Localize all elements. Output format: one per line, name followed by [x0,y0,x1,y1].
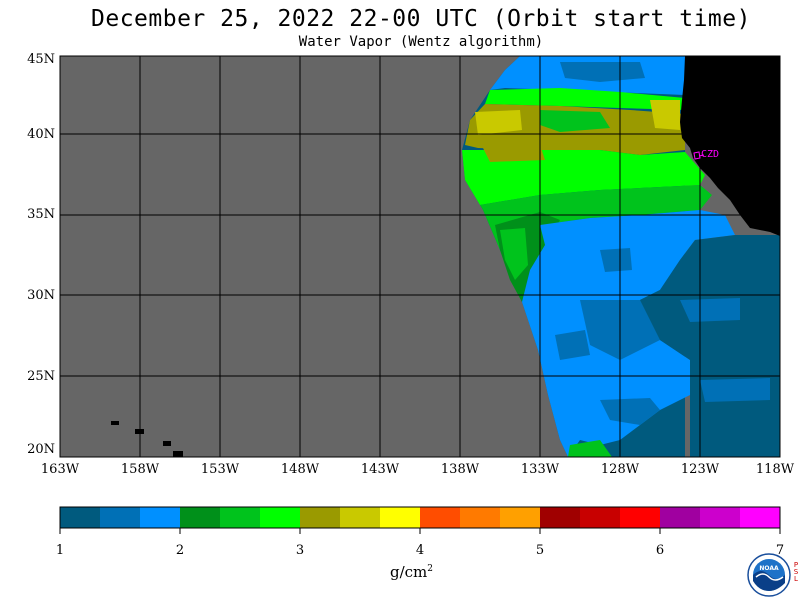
map-title: December 25, 2022 22-00 UTC (Orbit start… [91,6,751,32]
colorbar-tick-3: 3 [295,543,305,558]
lon-label-163w: 163W [40,462,80,477]
lon-label-158w: 158W [120,462,160,477]
logo-text: NOAA [759,565,779,572]
colorbar-tick-2: 2 [175,543,185,558]
swath-yellow-patch [475,110,522,135]
lon-label-148w: 148W [280,462,320,477]
swath-green-south-patch [568,440,612,457]
swath-mid-blue-south [600,398,660,425]
unit-exponent: 2 [427,564,434,574]
colorbar-swatch [740,507,781,528]
lon-label-128w: 128W [600,462,640,477]
colorbar [59,506,781,534]
swath-darkblue-east [640,235,780,457]
swath-olive-mid [480,142,545,162]
lat-label-25n: 25N [27,369,55,384]
colorbar-swatch [700,507,741,528]
noaa-logo: NOAA [747,553,791,597]
swath-green-band-3 [480,185,712,250]
colorbar-swatch [60,507,101,528]
colorbar-swatch [180,507,221,528]
lat-label-20n: 20N [27,442,55,457]
plot-frame [59,55,781,458]
swath-blue-east-streak [680,298,740,322]
map-subtitle: Water Vapor (Wentz algorithm) [298,34,544,50]
colorbar-swatch [500,507,541,528]
colorbar-swatch [300,507,341,528]
psl-side-label: P S L [792,562,800,583]
colorbar-tick-4: 4 [415,543,425,558]
colorbar-swatch [100,507,141,528]
colorbar-tick-5: 5 [535,543,545,558]
colorbar-swatch [460,507,501,528]
colorbar-swatch [260,507,301,528]
station-marker: CZD [693,149,719,160]
psl-letter-s: S [793,568,799,576]
lon-label-138w: 138W [440,462,480,477]
colorbar-unit: g/cm2 [390,563,433,581]
swath-mid-blue-patch-2 [555,330,590,360]
swath-darkblue-north [560,62,645,82]
lon-label-133w: 133W [520,462,560,477]
colorbar-swatch [540,507,581,528]
colorbar-tick-7: 7 [775,543,785,558]
colorbar-swatch [140,507,181,528]
swath-yellow-patch-2 [650,100,680,130]
lat-label-40n: 40N [27,127,55,142]
swath-green-mid [540,110,610,132]
swath-blue-east-streak-2 [700,378,770,402]
land-north-america [680,56,780,236]
unit-base: g/cm [390,563,428,581]
lat-label-30n: 30N [27,288,55,303]
colorbar-tick-1: 1 [55,543,65,558]
colorbar-swatch [420,507,461,528]
swath-green-band-1 [485,88,685,110]
lat-label-45n: 45N [27,52,55,67]
colorbar-tick-6: 6 [655,543,665,558]
swath-green-left-lobe [500,228,528,280]
colorbar-swatch [580,507,621,528]
colorbar-swatch [340,507,381,528]
lon-label-118w: 118W [755,462,795,477]
lat-label-35n: 35N [27,207,55,222]
swath-mid-blue-patch-3 [600,248,632,272]
station-label: CZD [701,149,719,160]
colorbar-swatch [620,507,661,528]
colorbar-swatch [380,507,421,528]
colorbar-swatch [220,507,261,528]
plot-area: CZD [59,55,781,458]
lon-label-123w: 123W [680,462,720,477]
lon-label-153w: 153W [200,462,240,477]
colorbar-swatch [660,507,701,528]
psl-letter-l: L [794,575,798,583]
lon-label-143w: 143W [360,462,400,477]
psl-letter-p: P [793,561,799,569]
graticule [60,56,780,457]
swath-green-band-2 [462,150,705,205]
